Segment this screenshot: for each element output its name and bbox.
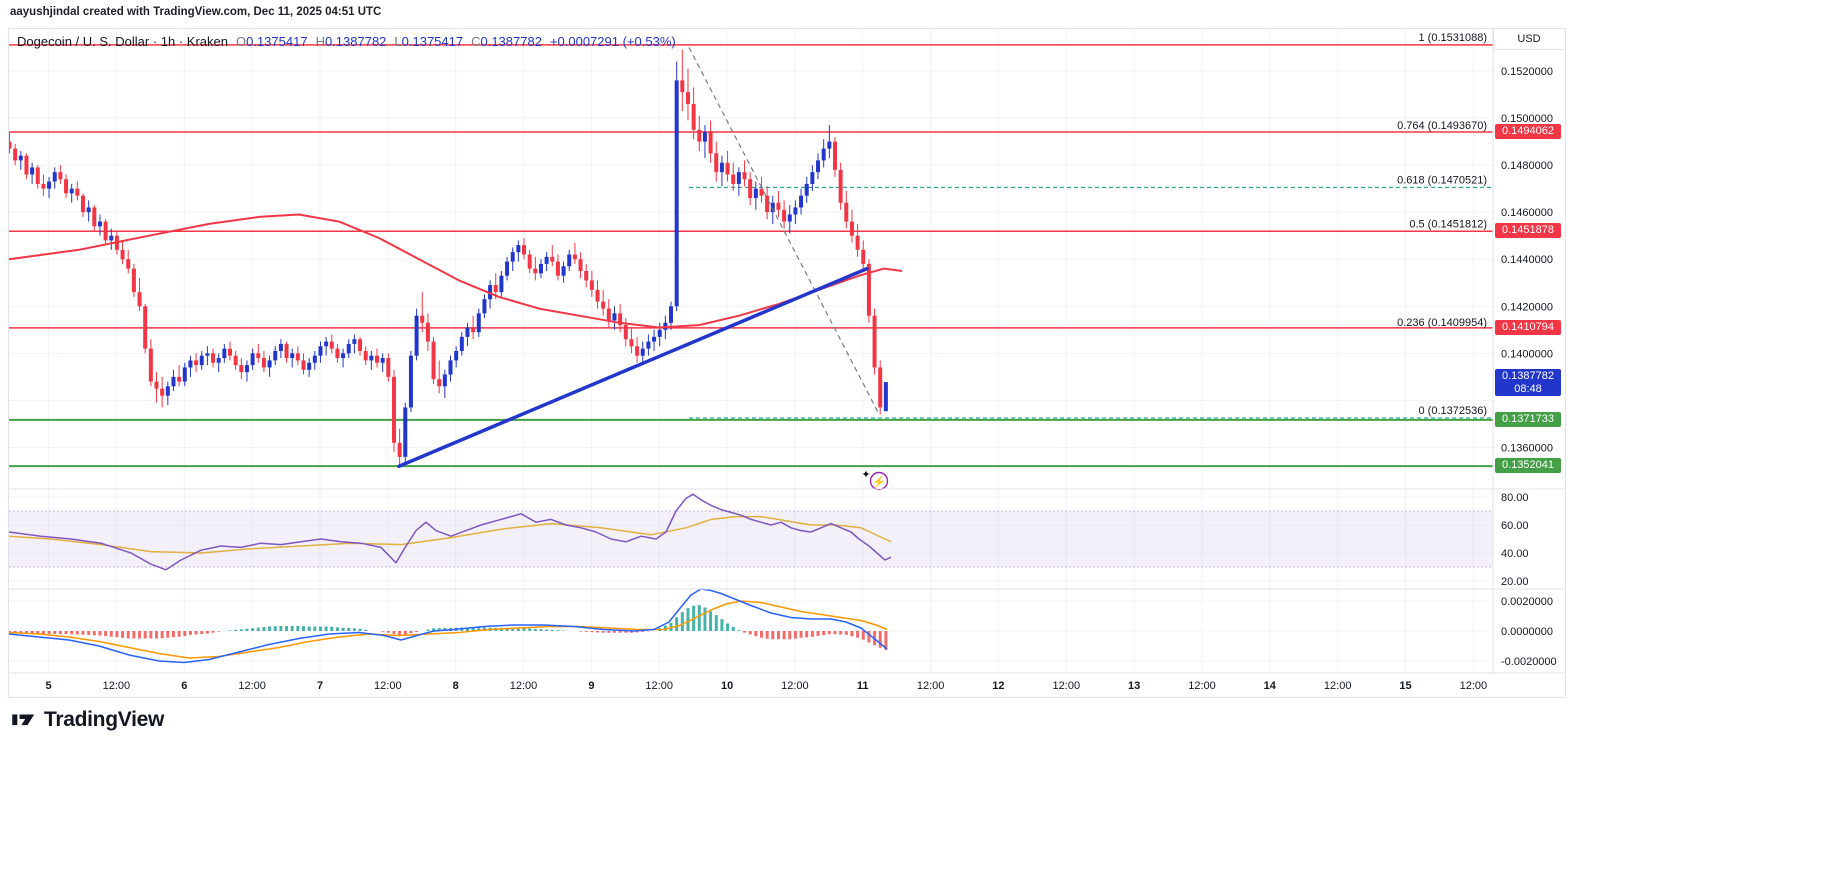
ohlc-value: 0.1375417 xyxy=(246,34,308,49)
svg-text:10: 10 xyxy=(721,680,733,692)
svg-text:-0.0020000: -0.0020000 xyxy=(1501,656,1557,668)
svg-text:12:00: 12:00 xyxy=(917,680,945,692)
price-change: +0.0007291 (+0.53%) xyxy=(549,34,676,49)
currency-label[interactable]: USD xyxy=(1493,29,1564,50)
price-level-badge: 0.1410794 xyxy=(1495,319,1561,335)
svg-text:12:00: 12:00 xyxy=(374,680,402,692)
svg-text:0.0000000: 0.0000000 xyxy=(1501,626,1553,638)
svg-text:0.1460000: 0.1460000 xyxy=(1501,207,1553,219)
chart-widget: ⚡ ✦ 1 (0.1531088) 0.764 (0.1493670) 0.618 (0… xyxy=(8,28,1566,698)
svg-text:0.1360000: 0.1360000 xyxy=(1501,442,1553,454)
svg-text:14: 14 xyxy=(1264,680,1277,692)
ohlc-key: C xyxy=(471,34,481,49)
svg-text:5: 5 xyxy=(46,680,52,692)
svg-text:0.5 (0.1451812): 0.5 (0.1451812) xyxy=(1409,218,1487,230)
price-level-badge: 0.1352041 xyxy=(1495,458,1561,474)
price-level-badge: 0.1451878 xyxy=(1495,223,1561,239)
svg-text:20.00: 20.00 xyxy=(1501,576,1529,588)
svg-text:15: 15 xyxy=(1399,680,1411,692)
svg-text:0.1480000: 0.1480000 xyxy=(1501,160,1553,172)
svg-text:12:00: 12:00 xyxy=(103,680,131,692)
svg-text:12:00: 12:00 xyxy=(645,680,673,692)
tradingview-logo[interactable]: TradingView xyxy=(10,706,164,733)
rsi-band xyxy=(9,510,1493,568)
svg-text:12:00: 12:00 xyxy=(510,680,538,692)
macd-pane xyxy=(9,588,888,664)
price-level-badge: 0.1371733 xyxy=(1495,411,1561,427)
svg-text:6: 6 xyxy=(181,680,187,692)
svg-text:12: 12 xyxy=(992,680,1004,692)
symbol-title[interactable]: Dogecoin / U. S. Dollar · 1h · Kraken xyxy=(17,34,228,49)
svg-text:60.00: 60.00 xyxy=(1501,520,1529,532)
svg-text:0 (0.1372536): 0 (0.1372536) xyxy=(1419,405,1488,417)
time-axis[interactable]: 5 12:00 6 12:00 7 12:00 8 12:00 9 12:00 10 12:00 11 1… xyxy=(46,680,1488,692)
svg-text:0.1400000: 0.1400000 xyxy=(1501,348,1553,360)
ohlc-key: H xyxy=(315,34,325,49)
svg-text:13: 13 xyxy=(1128,680,1140,692)
svg-text:12:00: 12:00 xyxy=(1324,680,1352,692)
rsi-pane xyxy=(9,493,892,571)
price-axis[interactable]: 0.1520000 0.1500000 0.1480000 0.1460000 0.14… xyxy=(1501,66,1557,668)
svg-text:80.00: 80.00 xyxy=(1501,492,1529,504)
svg-text:0.0020000: 0.0020000 xyxy=(1501,596,1553,608)
svg-text:0.764 (0.1493670): 0.764 (0.1493670) xyxy=(1397,120,1487,132)
price-level-badge: 0.1494062 xyxy=(1495,124,1561,139)
svg-text:✦: ✦ xyxy=(861,469,870,481)
gridlines xyxy=(9,29,1493,673)
svg-text:7: 7 xyxy=(317,680,323,692)
attribution-text: aayushjindal created with TradingView.co… xyxy=(10,6,382,18)
svg-text:0.1440000: 0.1440000 xyxy=(1501,254,1553,266)
svg-text:8: 8 xyxy=(453,680,459,692)
svg-text:0.618 (0.1470521): 0.618 (0.1470521) xyxy=(1397,174,1487,186)
svg-text:9: 9 xyxy=(588,680,594,692)
chart-legend[interactable]: Dogecoin / U. S. Dollar · 1h · Kraken O0.… xyxy=(17,34,676,49)
svg-text:12:00: 12:00 xyxy=(1053,680,1081,692)
svg-text:⚡: ⚡ xyxy=(872,476,886,489)
ohlc-value: 0.1387782 xyxy=(324,34,387,49)
ohlc-key: O xyxy=(235,34,247,49)
svg-text:0.1500000: 0.1500000 xyxy=(1501,113,1553,125)
chart-canvas[interactable]: ⚡✦ 1 (0.1531088) 0.764 (0.1493670) 0.618 (0… xyxy=(9,29,1565,697)
svg-text:0.236 (0.1409954): 0.236 (0.1409954) xyxy=(1397,317,1487,329)
last-price-badge: 0.1387782 08:48 xyxy=(1495,369,1561,397)
ohlc-value: 0.1387782 xyxy=(480,34,542,49)
svg-text:40.00: 40.00 xyxy=(1501,548,1529,560)
candlestick-series xyxy=(9,49,888,467)
ohlc-key: L xyxy=(394,34,402,49)
svg-text:12:00: 12:00 xyxy=(238,680,266,692)
ohlc-value: 0.1375417 xyxy=(401,34,464,49)
svg-text:0.1420000: 0.1420000 xyxy=(1501,301,1553,313)
svg-text:1 (0.1531088): 1 (0.1531088) xyxy=(1419,32,1488,44)
tradingview-wordmark: TradingView xyxy=(44,707,165,731)
ohlc-values: O0.1375417 H0.1387782 L0.1375417 C0.1387782 xyxy=(228,34,542,49)
svg-text:12:00: 12:00 xyxy=(1188,680,1216,692)
svg-text:11: 11 xyxy=(857,680,869,692)
svg-text:0.1520000: 0.1520000 xyxy=(1501,66,1553,78)
tradingview-mark-icon xyxy=(12,714,35,726)
svg-text:12:00: 12:00 xyxy=(781,680,809,692)
svg-text:12:00: 12:00 xyxy=(1460,680,1488,692)
pane-separators[interactable] xyxy=(9,29,1565,674)
fib-labels: 1 (0.1531088) 0.764 (0.1493670) 0.618 (0.1… xyxy=(1397,32,1487,417)
price-axis-badges: 0.1494062 0.1451878 0.1410794 0.1387782 08:4… xyxy=(1494,29,1564,673)
support-trendline[interactable] xyxy=(397,266,869,469)
fib-retracement-lines[interactable] xyxy=(689,186,1493,419)
horizontal-level-lines[interactable] xyxy=(9,44,1493,468)
flash-icon[interactable]: ⚡✦ xyxy=(861,469,889,491)
projection-dashed-line[interactable] xyxy=(688,47,879,413)
